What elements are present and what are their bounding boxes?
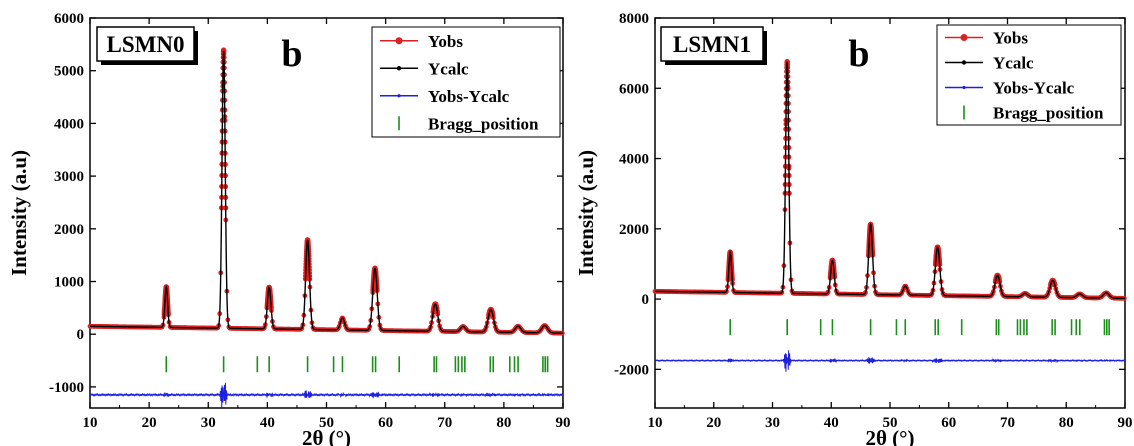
y-tick-label: 2000 — [54, 222, 84, 238]
y-tick-label: -1000 — [49, 380, 84, 396]
sample-label-box — [96, 26, 195, 62]
lsmn1-panel: 10 20 30 40 50 60 70 80 90 -2000 0 2000 4000 6000 8000… — [574, 11, 1133, 446]
y-tick-label: 8000 — [619, 11, 649, 27]
sample-label: LSMN1 — [673, 32, 751, 57]
lsmn0-panel: 10 20 30 40 50 60 70 80 90 -1000 0 1000 2000 3000 4000… — [7, 11, 571, 446]
y-tick-label: -2000 — [614, 362, 649, 378]
x-tick-label: 20 — [142, 415, 157, 431]
x-tick-label: 20 — [706, 415, 721, 431]
legend-label: Ycalc — [993, 54, 1034, 73]
legend: Yobs Ycalc Yobs-Ycalc Bragg_position — [371, 26, 561, 138]
legend-box — [936, 24, 1122, 126]
x-tick-label: 60 — [378, 415, 393, 431]
y-tick-label: 6000 — [54, 11, 84, 27]
legend-label: Yobs — [993, 29, 1028, 48]
x-tick-label: 30 — [765, 415, 780, 431]
x-tick-label: 30 — [201, 415, 216, 431]
x-tick-label: 60 — [941, 415, 956, 431]
legend-label: Ycalc — [428, 59, 469, 78]
panel-letter: b — [281, 33, 302, 75]
y-tick-label: 2000 — [619, 222, 649, 238]
x-tick-label: 80 — [496, 415, 511, 431]
legend-point-symbol — [962, 85, 966, 90]
legend-point-symbol — [397, 94, 401, 98]
y-tick-label: 5000 — [54, 64, 84, 80]
x-tick-label: 40 — [260, 415, 275, 431]
bragg-positions — [729, 319, 1110, 336]
legend-label: Yobs — [428, 32, 463, 51]
x-tick-label: 70 — [1000, 415, 1015, 431]
x-tick-label: 90 — [1118, 415, 1133, 431]
sample-label-box — [660, 26, 764, 62]
x-axis-label: 2θ (°) — [302, 426, 351, 446]
y-tick-label: 0 — [642, 292, 650, 308]
legend-point-symbol — [395, 37, 403, 45]
y-tick-label: 1000 — [54, 275, 84, 291]
legend-point-symbol — [961, 60, 967, 65]
ycalc-line — [89, 50, 564, 334]
panel-letter: b — [848, 33, 869, 75]
legend-label: Yobs-Ycalc — [993, 79, 1075, 98]
y-tick-label: 0 — [77, 327, 85, 343]
legend-label: Bragg_position — [428, 114, 539, 133]
x-tick-label: 10 — [83, 415, 98, 431]
x-axis-label: 2θ (°) — [865, 426, 914, 446]
yobs-ycalc-line — [89, 382, 564, 408]
y-tick-label: 4000 — [619, 152, 649, 168]
x-tick-label: 50 — [883, 415, 898, 431]
x-tick-label: 80 — [1059, 415, 1074, 431]
yobs-ycalc-line — [654, 350, 1126, 372]
y-tick-label: 3000 — [54, 169, 84, 185]
y-tick-label: 6000 — [619, 81, 649, 97]
x-tick-label: 40 — [824, 415, 839, 431]
x-tick-label: 10 — [648, 415, 663, 431]
legend-box — [371, 26, 561, 138]
ycalc-line — [654, 61, 1126, 300]
legend-label: Yobs-Ycalc — [428, 87, 510, 106]
legend-label: Bragg_position — [993, 104, 1104, 123]
legend: Yobs Ycalc Yobs-Ycalc Bragg_position — [936, 24, 1122, 126]
y-axis-label: Intensity (a.u) — [574, 150, 598, 276]
x-tick-label: 70 — [437, 415, 452, 431]
y-tick-label: 4000 — [54, 116, 84, 132]
x-tick-label: 90 — [556, 415, 571, 431]
legend-point-symbol — [960, 34, 968, 41]
y-axis-label: Intensity (a.u) — [7, 150, 31, 276]
bragg-positions — [165, 356, 549, 373]
legend-point-symbol — [396, 66, 402, 71]
x-tick-label: 50 — [319, 415, 334, 431]
sample-label: LSMN0 — [107, 32, 185, 57]
